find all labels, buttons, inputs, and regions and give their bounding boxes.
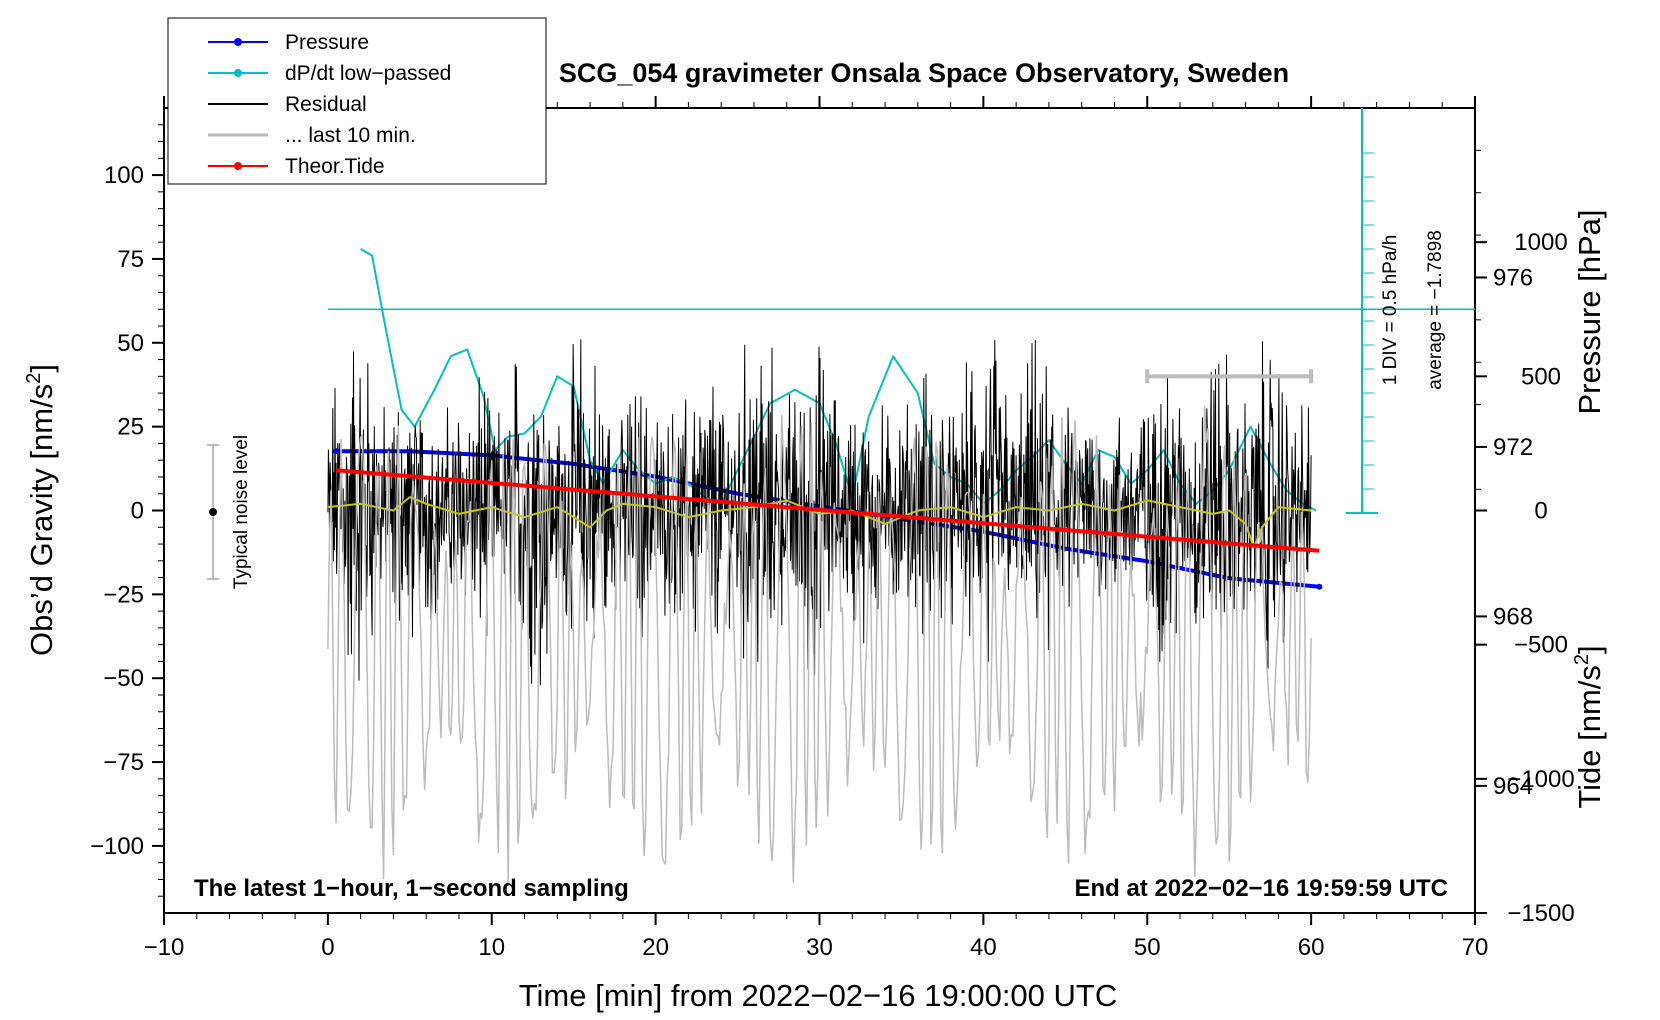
y-tick-label: 25	[117, 414, 144, 441]
pressure-tick-label: 972	[1493, 434, 1533, 461]
dpdt-scale-label: 1 DIV = 0.5 hPa/h	[1380, 235, 1401, 386]
legend-marker	[234, 69, 242, 77]
pressure-tick-label: 976	[1493, 264, 1533, 291]
noise-level-indicator: Typical noise level	[207, 435, 252, 589]
legend-label: ... last 10 min.	[285, 124, 416, 147]
tide-line	[335, 468, 1320, 553]
tide-tick-label: −1500	[1507, 900, 1574, 927]
y-axis-pressure: 976 972 968 964	[1475, 149, 1533, 800]
last10-line	[327, 405, 1312, 884]
pressure-tick-label: 964	[1493, 773, 1533, 800]
y-tick-label: −75	[103, 749, 144, 776]
x-axis: −10 0 10 20 30 40 50 60 70	[144, 96, 1489, 961]
noise-center-dot	[209, 508, 217, 516]
y-tick-label: −25	[103, 581, 144, 608]
pressure-tick-label: 968	[1493, 603, 1533, 630]
x-tick-label: 40	[970, 934, 997, 961]
y-axis-tide: 1000 500 0 −500 −1000 −1500	[1475, 229, 1575, 927]
y-tick-label: 50	[117, 330, 144, 357]
y-tick-label: −100	[90, 833, 144, 860]
legend-label: Pressure	[285, 31, 369, 54]
noise-label: Typical noise level	[231, 435, 252, 589]
y-axis-label-gravity: Obs’d Gravity [nm/s2]	[23, 364, 59, 656]
note-end-time: End at 2022−02−16 19:59:59 UTC	[1074, 875, 1448, 902]
legend-label: Residual	[285, 93, 367, 116]
y-axis-gravity: 100 75 50 25 0 −25 −50 −75 −100	[90, 124, 164, 897]
x-tick-label: −10	[144, 934, 185, 961]
y-tick-label: 75	[117, 246, 144, 273]
residual-line	[327, 339, 1312, 686]
y-tick-label: 100	[104, 162, 144, 189]
legend-marker	[234, 162, 242, 170]
legend-label: dP/dt low−passed	[285, 62, 451, 85]
dpdt-average-label: average = −1.7898	[1425, 230, 1446, 390]
tide-tick-label: 500	[1521, 363, 1561, 390]
x-tick-label: 50	[1134, 934, 1161, 961]
pressure-end-dot	[1316, 583, 1323, 590]
tide-tick-label: −500	[1514, 632, 1568, 659]
x-tick-label: 20	[642, 934, 669, 961]
pressure-start-dot	[333, 448, 340, 455]
dpdt-scale: 1 DIV = 0.5 hPa/h average = −1.7898	[1346, 108, 1446, 514]
y-axis-label-tide: Tide [nm/s2]	[1571, 645, 1607, 808]
x-tick-label: 0	[321, 934, 334, 961]
y-tick-label: −50	[103, 665, 144, 692]
chart-title: SCG_054 gravimeter Onsala Space Observat…	[559, 58, 1289, 88]
x-tick-label: 60	[1298, 934, 1325, 961]
tide-tick-label: 1000	[1514, 229, 1567, 256]
x-tick-label: 30	[806, 934, 833, 961]
y-tick-label: 0	[131, 498, 144, 525]
x-axis-label: Time [min] from 2022−02−16 19:00:00 UTC	[519, 978, 1118, 1013]
y-axis-label-pressure: Pressure [hPa]	[1572, 209, 1607, 414]
legend-label: Theor.Tide	[285, 155, 385, 178]
tide-tick-label: 0	[1534, 498, 1547, 525]
x-tick-label: 70	[1462, 934, 1489, 961]
legend-box	[167, 17, 547, 185]
tide-tick-label: −1000	[1507, 766, 1574, 793]
series-layer	[327, 248, 1475, 884]
legend: Pressure dP/dt low−passed Residual ... last…	[167, 17, 547, 185]
x-tick-label: 10	[478, 934, 505, 961]
note-sampling: The latest 1−hour, 1−second sampling	[194, 875, 629, 902]
legend-marker	[234, 38, 242, 46]
